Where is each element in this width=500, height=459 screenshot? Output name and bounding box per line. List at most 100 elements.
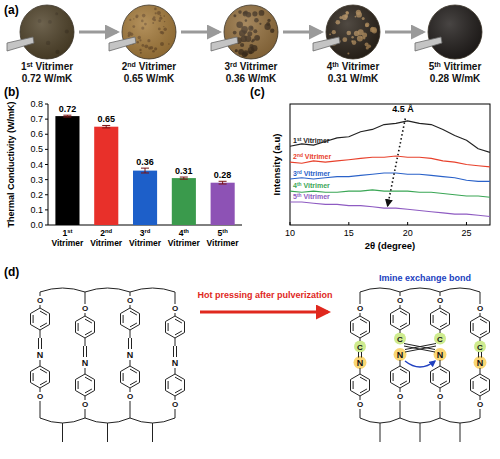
benzene-ring — [351, 374, 370, 396]
error-cap — [63, 117, 71, 118]
benzene-ring — [431, 308, 450, 330]
atom-highlight — [434, 348, 447, 361]
ring-double-bond — [85, 389, 92, 393]
sample — [313, 5, 380, 59]
atom-highlight — [354, 356, 367, 369]
bond — [480, 338, 481, 341]
bond — [175, 292, 176, 304]
bond — [175, 338, 176, 346]
imine-double-bond — [358, 352, 359, 358]
sample-disc — [20, 5, 74, 59]
bar — [133, 171, 157, 225]
ring-double-bond — [440, 323, 447, 327]
ring-double-bond — [440, 311, 447, 315]
atom-label: O — [82, 400, 88, 409]
imine-double-bond — [86, 346, 87, 357]
bond — [85, 409, 86, 418]
xrd-curve — [290, 121, 490, 152]
error-bar — [219, 181, 227, 184]
branch — [380, 423, 381, 442]
ring-double-bond — [480, 319, 487, 323]
imine-double-bond — [83, 346, 84, 357]
bond — [480, 292, 481, 304]
benzene-ring — [471, 374, 490, 396]
x-tick-label: 2ndVitrimer — [90, 228, 123, 248]
ring-double-bond — [433, 315, 434, 323]
series-label: 4th Vitrimer — [293, 181, 330, 189]
line: 4th — [179, 228, 190, 238]
error-cap — [141, 172, 149, 173]
process-arrow — [181, 31, 219, 34]
probe — [313, 37, 340, 51]
line: Vitrimer — [51, 238, 84, 248]
atom-label: O — [172, 304, 178, 313]
text-part: Vitrimer — [302, 193, 331, 200]
ring-double-bond — [400, 311, 407, 315]
imine-double-bond — [131, 338, 132, 349]
backbone — [360, 418, 480, 423]
y-axis-title: Thermal Conductivity (W/mK) — [6, 101, 16, 227]
panel-label: (b) — [4, 85, 19, 99]
bond — [360, 292, 361, 304]
ring-double-bond — [400, 369, 407, 373]
error-bar — [180, 177, 188, 179]
atom-highlight — [434, 333, 446, 345]
sample-disc — [428, 5, 482, 59]
error-cap — [102, 125, 110, 126]
benzene-ring — [31, 308, 50, 330]
line: 3rd — [140, 228, 151, 238]
imine-double-bond — [478, 352, 479, 358]
atom-label: N — [397, 350, 404, 360]
superscript: nd — [127, 61, 136, 68]
y-tick-label: 0.2 — [30, 190, 43, 200]
sample — [109, 5, 176, 59]
ring-double-bond — [33, 315, 34, 323]
bar — [172, 178, 196, 225]
error-bar — [102, 125, 110, 127]
backbone — [40, 418, 175, 423]
process-arrow — [79, 31, 117, 34]
backbone — [360, 288, 480, 292]
atom-label: O — [127, 392, 133, 401]
sample-conductivity: 0.28 W/mK — [430, 73, 481, 84]
text-part: Vitrimer — [136, 61, 176, 72]
bond — [130, 330, 131, 338]
lines — [290, 121, 490, 217]
sample-conductivity: 0.65 W/mK — [124, 73, 175, 84]
annotation-arrow — [388, 119, 406, 206]
ring-double-bond — [473, 381, 474, 389]
atom-label: O — [437, 392, 443, 401]
sample-name: 4th Vitrimer — [327, 61, 380, 73]
atom-highlight — [474, 341, 486, 353]
bond — [40, 401, 41, 418]
atom-label: O — [127, 296, 133, 305]
ring-double-bond — [360, 389, 367, 393]
ring-double-bond — [130, 381, 137, 385]
ring-double-bond — [85, 319, 92, 323]
process-arrow — [283, 31, 321, 34]
y-tick-label: 0.6 — [30, 129, 43, 139]
atom-label: O — [172, 400, 178, 409]
sample-name: 1st Vitrimer — [21, 61, 73, 73]
y-tick — [45, 209, 48, 210]
benzene-ring — [76, 374, 95, 396]
x-tick-label: 25 — [461, 228, 471, 238]
sample-name: 5th Vitrimer — [429, 61, 482, 73]
data-label: 0.31 — [175, 166, 193, 176]
disc-shade — [326, 5, 380, 59]
bond — [360, 338, 361, 341]
bond — [175, 409, 176, 418]
atom-label: O — [437, 296, 443, 305]
benzene-ring — [391, 308, 410, 330]
atom-label: C — [477, 343, 483, 352]
error-cap — [180, 177, 188, 178]
ring-double-bond — [40, 311, 47, 315]
sample-conductivity: 0.36 W/mK — [226, 73, 277, 84]
superscript: rd — [230, 61, 237, 68]
branch — [62, 423, 63, 442]
exchanged-imine-bond — [405, 346, 436, 352]
ring-double-bond — [433, 373, 434, 381]
x-tick-label: 4thVitrimer — [168, 228, 201, 248]
atom-label: N — [82, 358, 89, 368]
sample-conductivity: 0.72 W/mK — [22, 73, 73, 84]
